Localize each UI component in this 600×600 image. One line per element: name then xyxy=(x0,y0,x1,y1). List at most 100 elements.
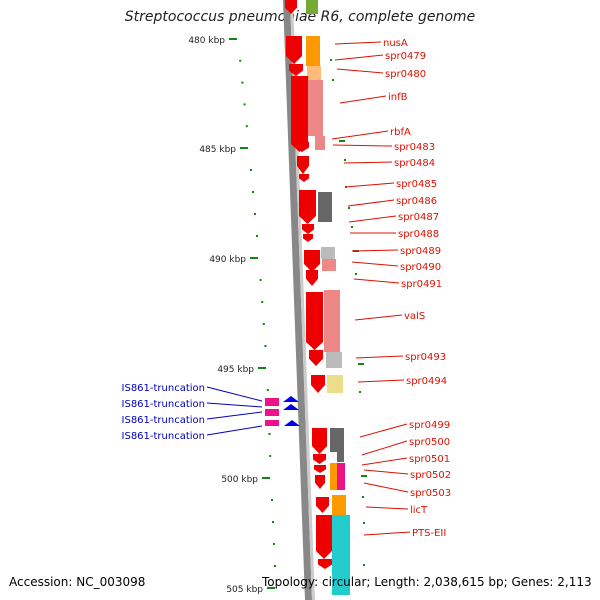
gene-label[interactable]: spr0503 xyxy=(410,488,451,499)
gene-arrow[interactable] xyxy=(297,156,309,174)
gene-label[interactable]: rbfA xyxy=(390,127,411,138)
gene-label[interactable]: nusA xyxy=(383,38,408,49)
gene-arrow[interactable] xyxy=(285,0,297,14)
gene-arrow[interactable] xyxy=(295,142,309,152)
leader-line xyxy=(361,457,408,466)
is-label[interactable]: IS861-truncation xyxy=(122,383,205,394)
gene-arrow[interactable] xyxy=(309,350,323,366)
gene-arrow[interactable] xyxy=(304,250,320,272)
minor-tick xyxy=(256,235,258,237)
gene-arrow[interactable] xyxy=(315,475,325,489)
leader-line xyxy=(206,402,263,408)
leader-line xyxy=(361,440,408,456)
minor-tick xyxy=(272,521,274,523)
leader-line xyxy=(343,161,393,164)
gene-arrow[interactable] xyxy=(306,292,323,350)
gene-arrow[interactable] xyxy=(306,270,318,286)
feature-box xyxy=(324,290,340,352)
minor-tick xyxy=(266,389,269,391)
is-element-arrow[interactable] xyxy=(283,396,299,402)
gene-label[interactable]: spr0494 xyxy=(406,376,447,387)
is-label[interactable]: IS861-truncation xyxy=(122,431,205,442)
scale-label: 485 kbp xyxy=(199,145,236,155)
is-label[interactable]: IS861-truncation xyxy=(122,415,205,426)
gene-label[interactable]: spr0487 xyxy=(398,212,439,223)
feature-box xyxy=(330,463,338,490)
gene-arrow[interactable] xyxy=(299,174,309,182)
feature-box xyxy=(332,515,350,595)
scale-label: 500 kbp xyxy=(221,475,258,485)
minor-tick xyxy=(243,103,246,106)
gene-arrow[interactable] xyxy=(318,559,332,569)
feature-box xyxy=(306,36,320,66)
gene-arrow[interactable] xyxy=(302,224,314,234)
gene-arrow[interactable] xyxy=(316,497,329,513)
leader-line xyxy=(354,314,403,321)
gene-label[interactable]: spr0486 xyxy=(396,196,437,207)
gene-arrow[interactable] xyxy=(311,375,325,393)
gene-label[interactable]: infB xyxy=(388,92,408,103)
minor-tick xyxy=(361,475,367,477)
is-element-arrow[interactable] xyxy=(284,420,300,426)
gene-label[interactable]: spr0483 xyxy=(394,142,435,153)
gene-arrow[interactable] xyxy=(286,36,302,64)
leader-line xyxy=(355,355,404,359)
gene-label[interactable]: spr0490 xyxy=(400,262,441,273)
minor-tick xyxy=(355,273,357,275)
gene-label[interactable]: spr0484 xyxy=(394,158,435,169)
gene-label[interactable]: spr0479 xyxy=(385,51,426,62)
leader-line xyxy=(206,411,263,420)
gene-label[interactable]: valS xyxy=(404,311,425,322)
gene-label[interactable]: spr0480 xyxy=(385,69,426,80)
gene-label[interactable]: spr0485 xyxy=(396,179,437,190)
leader-line xyxy=(347,199,395,207)
gene-label[interactable]: spr0499 xyxy=(409,420,450,431)
feature-box xyxy=(307,80,323,136)
minor-tick xyxy=(254,213,256,215)
leader-line xyxy=(331,130,389,140)
gene-arrow[interactable] xyxy=(316,515,332,559)
gene-label[interactable]: PTS-EII xyxy=(412,528,446,539)
leader-line xyxy=(351,261,399,267)
gene-arrow[interactable] xyxy=(289,64,303,76)
feature-box xyxy=(332,495,346,515)
gene-arrow[interactable] xyxy=(299,190,316,224)
leader-line xyxy=(365,506,409,510)
is-label[interactable]: IS861-truncation xyxy=(122,399,205,410)
minor-tick xyxy=(271,499,273,501)
feature-box xyxy=(307,66,321,80)
minor-tick xyxy=(268,433,271,435)
leader-line xyxy=(363,469,409,475)
is-element-box xyxy=(265,420,279,426)
is-element-arrow[interactable] xyxy=(283,404,299,410)
gene-label[interactable]: spr0488 xyxy=(398,229,439,240)
feature-box xyxy=(322,259,336,271)
gene-arrow[interactable] xyxy=(313,454,326,464)
backbone xyxy=(283,0,315,600)
leader-line xyxy=(351,249,399,252)
leader-line xyxy=(363,531,411,536)
gene-arrow[interactable] xyxy=(312,428,327,454)
gene-arrow[interactable] xyxy=(314,465,326,473)
gene-label[interactable]: spr0493 xyxy=(405,352,446,363)
gene-label[interactable]: spr0501 xyxy=(409,454,450,465)
gene-label[interactable]: licT xyxy=(410,505,428,516)
scale-label: 480 kbp xyxy=(188,36,225,46)
gene-label[interactable]: spr0489 xyxy=(400,246,441,257)
minor-tick xyxy=(273,543,275,545)
feature-box xyxy=(315,136,325,150)
feature-track xyxy=(265,0,350,595)
minor-tick xyxy=(330,59,332,61)
gene-label[interactable]: spr0500 xyxy=(409,437,450,448)
gene-arrow[interactable] xyxy=(291,76,308,152)
feature-box xyxy=(321,247,335,259)
genome-title: Streptococcus pneumoniae R6, complete ge… xyxy=(124,9,476,25)
leader-line xyxy=(357,379,405,383)
gene-label[interactable]: spr0502 xyxy=(410,470,451,481)
leader-line xyxy=(344,182,395,188)
gene-label[interactable]: spr0491 xyxy=(401,279,442,290)
minor-tick xyxy=(245,125,248,128)
gene-arrow[interactable] xyxy=(303,234,313,242)
